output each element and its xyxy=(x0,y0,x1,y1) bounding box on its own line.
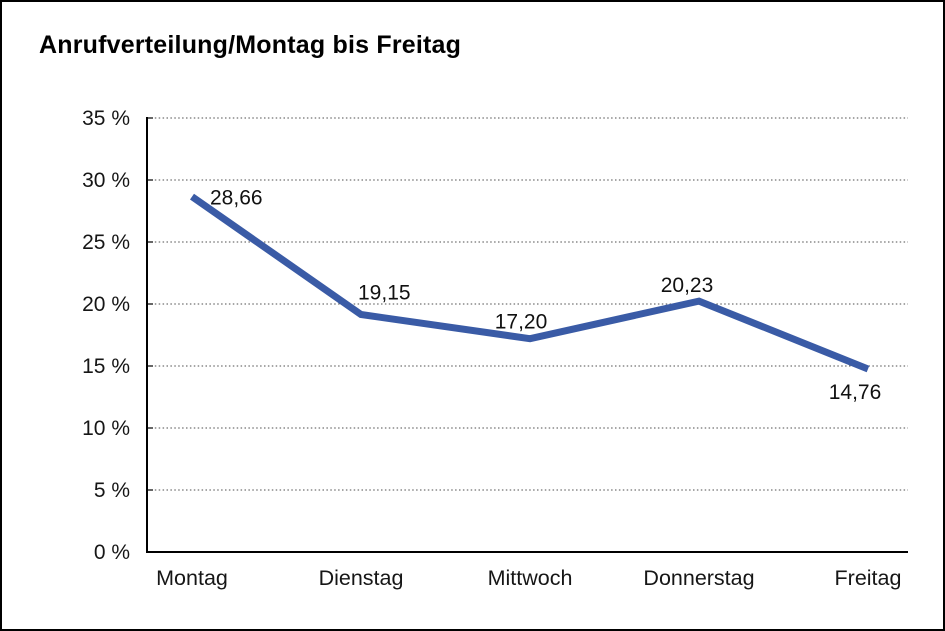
x-category-label: Donnerstag xyxy=(643,566,754,590)
y-tick-label: 15 % xyxy=(82,355,130,378)
x-category-label: Montag xyxy=(156,566,228,590)
series-line xyxy=(189,193,870,373)
chart-title: Anrufverteilung/Montag bis Freitag xyxy=(39,31,462,59)
y-tick-label: 0 % xyxy=(94,541,130,564)
data-point-label: 28,66 xyxy=(210,187,263,210)
y-tick-label: 25 % xyxy=(82,231,130,254)
x-category-label: Dienstag xyxy=(319,566,404,590)
data-point-label: 14,76 xyxy=(829,381,882,404)
data-point-label: 20,23 xyxy=(661,274,714,297)
y-tick-label: 20 % xyxy=(82,293,130,316)
y-tick-label: 10 % xyxy=(82,417,130,440)
y-tick-label: 5 % xyxy=(94,479,130,502)
x-category-label: Freitag xyxy=(835,566,902,590)
data-point-label: 17,20 xyxy=(495,311,548,334)
y-tick-label: 30 % xyxy=(82,169,130,192)
y-tick-label: 35 % xyxy=(82,107,130,130)
data-point-label: 19,15 xyxy=(358,282,411,305)
x-category-label: Mittwoch xyxy=(488,566,573,590)
